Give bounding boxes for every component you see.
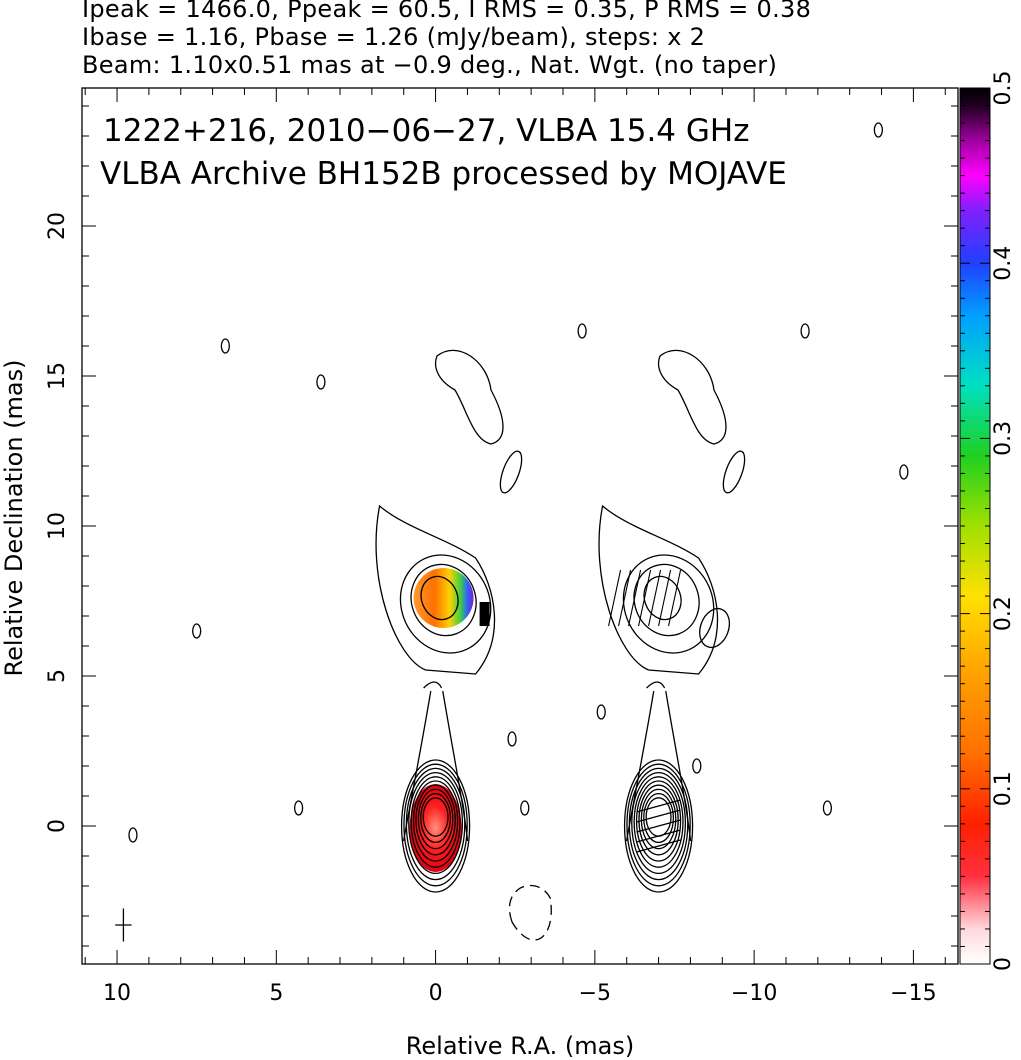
contour-line: [220, 338, 230, 354]
contour-line: [420, 575, 459, 621]
contour-line: [415, 784, 456, 856]
contour-line: [316, 374, 326, 390]
contour-line: [128, 827, 138, 843]
emission-layer: [115, 122, 909, 942]
x-tick-label: −15: [890, 981, 936, 1006]
polarization-vector: [628, 569, 642, 627]
outer-jet-contour: [434, 349, 504, 445]
contour-line: [692, 758, 702, 774]
polarization-vector: [638, 569, 652, 627]
y-tick-label: 0: [45, 819, 70, 833]
contour-line: [899, 464, 909, 480]
polarization-vector: [636, 819, 681, 833]
colorbar-tick-label: 0: [991, 957, 1016, 971]
colorbar-tick-label: 0.1: [991, 771, 1016, 806]
knot-outer-contour: [598, 504, 719, 675]
contour-line: [577, 323, 587, 339]
colorbar-tick-label: 0.4: [991, 246, 1016, 281]
polarization-vector: [668, 569, 682, 627]
contour-line: [422, 797, 449, 837]
contour-line: [638, 784, 679, 856]
plot-title-source: 1222+216, 2010−06−27, VLBA 15.4 GHz: [103, 113, 749, 149]
polarization-vector: [636, 809, 681, 823]
contour-line: [596, 704, 606, 720]
contour-line: [640, 788, 677, 850]
axis-tick-labels: 10 5 0 −5 −10 −15 0 5 10 15 20: [45, 212, 937, 1006]
contour-line: [626, 763, 691, 887]
contour-line: [293, 800, 304, 816]
jet-extension-cap: [646, 681, 666, 689]
x-tick-label: −10: [731, 981, 777, 1006]
contour-line: [633, 776, 684, 868]
colorbar-tick-label: 0.3: [991, 421, 1016, 456]
header-base-line: Ibase = 1.16, Pbase = 1.26 (mJy/beam), s…: [82, 23, 706, 51]
plot-frame: [81, 87, 959, 965]
negative-contour: [509, 884, 552, 941]
polarization-vector: [636, 799, 681, 813]
contour-line: [410, 563, 477, 637]
contour-line: [635, 780, 682, 862]
colorbar-ticks: 0 0.1 0.2 0.3 0.4 0.5: [960, 71, 1016, 971]
header-stats-line: Ipeak = 1466.0, Ppeak = 60.5, I RMS = 0.…: [82, 0, 812, 23]
x-tick-label: 0: [429, 981, 443, 1006]
y-tick-label: 10: [45, 512, 70, 540]
contour-line: [400, 759, 471, 893]
contour-line: [412, 780, 459, 862]
outer-jet-contour: [657, 349, 727, 445]
jet-extension-cap: [423, 681, 443, 689]
y-tick-label: 5: [45, 669, 70, 683]
x-tick-label: 5: [269, 981, 283, 1006]
knot-edge-fill: [479, 602, 490, 626]
y-tick-label: 20: [45, 212, 70, 240]
polarization-vector: [608, 569, 622, 627]
contour-line: [192, 623, 202, 639]
colorbar-tick-label: 0.2: [991, 596, 1016, 631]
polarization-vector: [648, 569, 662, 627]
y-axis-title: Relative Declination (mas): [0, 359, 28, 676]
contour-line: [408, 771, 464, 875]
y-tick-label: 15: [45, 362, 70, 390]
x-tick-label: −5: [579, 981, 611, 1006]
contour-line: [643, 575, 682, 621]
contour-line: [800, 323, 810, 339]
contour-line: [623, 759, 694, 893]
polarization-vector: [658, 569, 672, 627]
x-tick-label: 10: [103, 981, 131, 1006]
plot-title-archive: VLBA Archive BH152B processed by MOJAVE: [100, 156, 787, 192]
axis-ticks: [82, 88, 958, 964]
polarization-vector: [636, 839, 681, 853]
contour-line: [507, 731, 517, 747]
contour-line: [420, 792, 452, 844]
contour-line: [399, 554, 492, 654]
contour-line: [643, 792, 675, 844]
contour-line: [403, 763, 468, 887]
contour-line: [410, 776, 461, 868]
contour-line: [633, 563, 700, 637]
colorbar-tick-label: 0.5: [991, 71, 1016, 106]
contour-line: [822, 800, 833, 816]
jet-extension-contour: [402, 690, 469, 842]
contour-line: [499, 450, 523, 494]
contour-line: [520, 800, 530, 816]
contour-line: [873, 122, 884, 138]
x-axis-title: Relative R.A. (mas): [406, 1032, 634, 1060]
contour-line: [722, 450, 746, 494]
contour-line: [631, 771, 687, 875]
contour-line: [699, 607, 731, 649]
polarization-vector: [618, 569, 632, 627]
header-beam-line: Beam: 1.10x0.51 mas at −0.9 deg., Nat. W…: [82, 51, 778, 79]
jet-extension-contour: [625, 690, 692, 842]
contour-line: [622, 554, 715, 654]
contour-line: [417, 788, 454, 850]
polarization-vector: [636, 829, 681, 843]
knot-outer-contour: [375, 504, 496, 675]
